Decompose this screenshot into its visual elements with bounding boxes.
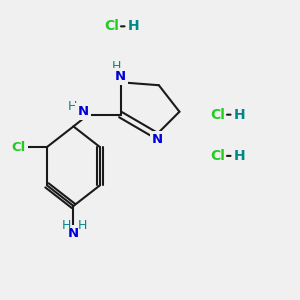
- Text: H: H: [112, 60, 121, 73]
- Text: H: H: [128, 19, 140, 33]
- Text: N: N: [152, 133, 163, 146]
- Text: Cl: Cl: [210, 149, 225, 163]
- Text: Cl: Cl: [12, 141, 26, 154]
- Text: N: N: [77, 105, 88, 118]
- Text: H: H: [61, 219, 71, 232]
- Text: Cl: Cl: [210, 108, 225, 122]
- Text: H: H: [234, 108, 246, 122]
- Text: N: N: [115, 70, 126, 83]
- Text: H: H: [67, 100, 77, 113]
- Text: H: H: [234, 149, 246, 163]
- Text: Cl: Cl: [104, 19, 119, 33]
- Text: N: N: [68, 227, 79, 240]
- Text: H: H: [78, 219, 87, 232]
